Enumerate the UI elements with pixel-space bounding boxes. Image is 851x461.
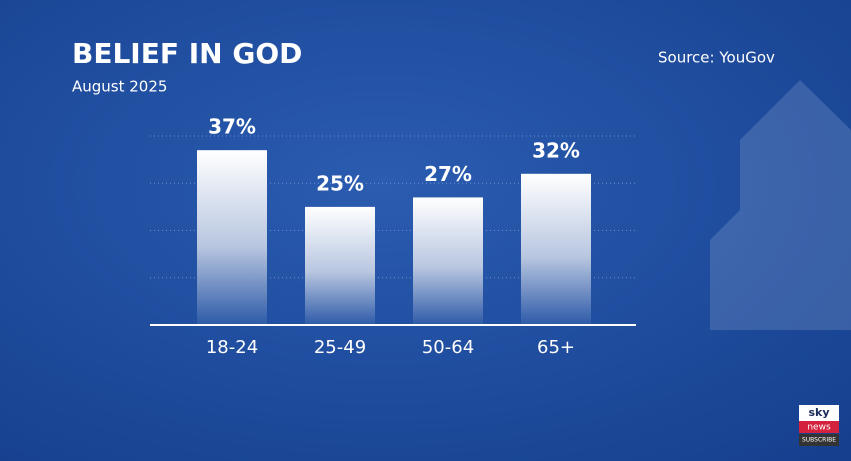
data-label: 25%	[316, 171, 364, 195]
logo: sky news SUBSCRIBE	[799, 405, 839, 446]
logo-top	[799, 405, 839, 421]
logo-brand: sky	[808, 406, 829, 419]
x-tick-label: 50-64	[422, 337, 474, 358]
x-tick-label: 18-24	[206, 337, 258, 358]
church-decoration	[710, 80, 851, 330]
bar	[521, 173, 591, 325]
data-label: 32%	[532, 138, 580, 162]
bar	[197, 150, 267, 325]
logo-bottom	[799, 421, 839, 433]
chart-subtitle: August 2025	[72, 78, 167, 96]
subscribe-label[interactable]: SUBSCRIBE	[802, 437, 836, 444]
logo-sub: news	[807, 423, 831, 433]
x-tick-label: 65+	[537, 337, 575, 358]
chart-title: BELIEF IN GOD	[72, 37, 302, 70]
subscribe-button[interactable]	[799, 434, 839, 446]
x-tick-label: 25-49	[314, 337, 366, 358]
data-label: 37%	[208, 115, 256, 139]
source: Source: YouGov	[658, 49, 775, 67]
data-label: 27%	[424, 162, 472, 186]
bar	[413, 197, 483, 325]
bar	[305, 206, 375, 325]
